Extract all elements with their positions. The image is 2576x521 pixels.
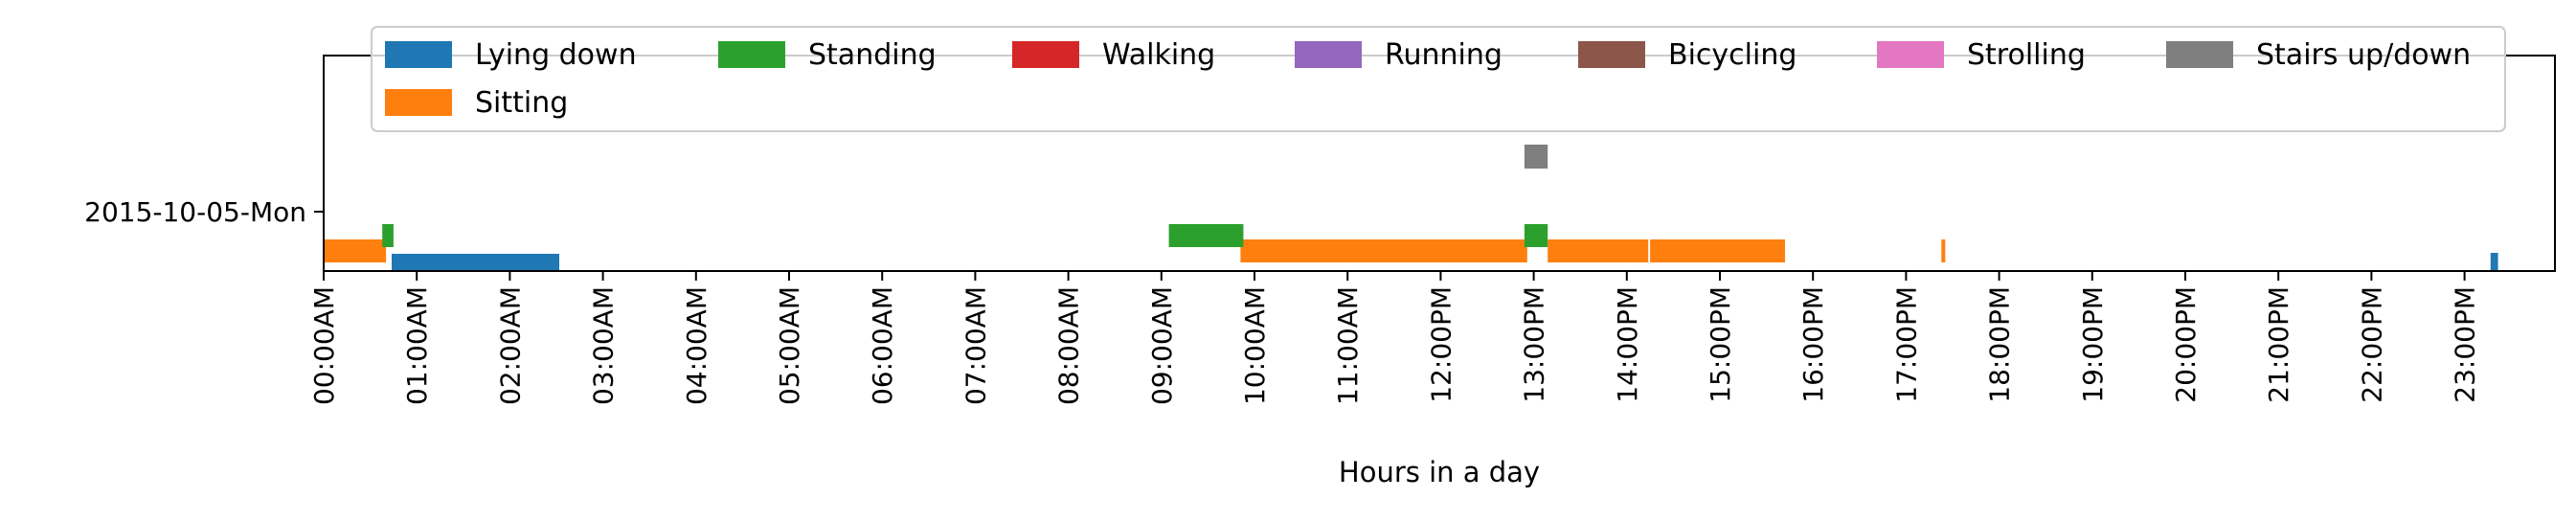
bar-standing-1 xyxy=(1168,224,1244,247)
bar-sitting-1 xyxy=(1240,239,1527,262)
x-tick-label: 01:00AM xyxy=(401,286,433,405)
bars-layer xyxy=(324,145,2498,271)
x-tick-label: 13:00PM xyxy=(1519,286,1550,403)
legend: Lying down Standing Walking Running Bicyclin… xyxy=(371,26,2506,132)
legend-swatch-sitting xyxy=(385,89,452,116)
x-tick-label: 16:00PM xyxy=(1797,286,1829,403)
legend-swatch-bicycling xyxy=(1578,41,1645,68)
legend-swatch-standing xyxy=(718,41,785,68)
bar-sitting-3 xyxy=(1650,239,1785,262)
bar-standing-0 xyxy=(382,224,394,247)
legend-swatch-strolling xyxy=(1877,41,1944,68)
x-tick-label: 17:00PM xyxy=(1890,286,1922,403)
x-tick-label: 02:00AM xyxy=(494,286,526,405)
bar-stairs-up-down-0 xyxy=(1524,145,1548,169)
legend-label-bicycling: Bicycling xyxy=(1668,38,1796,72)
legend-swatch-running xyxy=(1295,41,1362,68)
bar-lying-down-1 xyxy=(2490,253,2498,271)
legend-label-standing: Standing xyxy=(808,38,937,72)
legend-label-running: Running xyxy=(1385,38,1503,72)
x-tick-label: 07:00AM xyxy=(960,286,991,405)
x-tick-label: 11:00AM xyxy=(1332,286,1364,405)
bar-standing-2 xyxy=(1524,224,1548,247)
x-tick-label: 20:00PM xyxy=(2170,286,2202,403)
legend-swatch-walking xyxy=(1012,41,1079,68)
y-tick-label: 2015-10-05-Mon xyxy=(84,196,306,228)
x-tick-label: 09:00AM xyxy=(1146,286,1178,405)
legend-label-stairs-up-down: Stairs up/down xyxy=(2256,38,2471,72)
x-tick-label: 22:00PM xyxy=(2356,286,2387,403)
y-axis: 2015-10-05-Mon xyxy=(84,196,324,228)
x-tick-label: 05:00AM xyxy=(774,286,805,405)
legend-label-sitting: Sitting xyxy=(475,86,568,120)
x-tick-label: 08:00AM xyxy=(1053,286,1085,405)
bar-sitting-2 xyxy=(1548,239,1649,262)
x-tick-label: 06:00AM xyxy=(867,286,898,405)
x-tick-label: 23:00PM xyxy=(2450,286,2481,403)
x-tick-label: 19:00PM xyxy=(2077,286,2109,403)
x-tick-label: 14:00PM xyxy=(1612,286,1643,403)
legend-label-strolling: Strolling xyxy=(1967,38,2086,72)
x-tick-label: 18:00PM xyxy=(1984,286,2016,403)
x-tick-label: 00:00AM xyxy=(308,286,340,405)
legend-label-lying-down: Lying down xyxy=(475,38,637,72)
bar-sitting-4 xyxy=(1941,239,1946,262)
bar-sitting-0 xyxy=(324,239,387,262)
x-axis: 00:00AM 01:00AM 02:00AM 03:00AM 04:00AM 05:00… xyxy=(308,271,2481,405)
legend-swatch-lying-down xyxy=(385,41,452,68)
x-tick-label: 15:00PM xyxy=(1705,286,1736,403)
legend-label-walking: Walking xyxy=(1102,38,1215,72)
x-tick-label: 04:00AM xyxy=(681,286,712,405)
x-tick-label: 10:00AM xyxy=(1239,286,1271,405)
legend-box xyxy=(371,26,2506,132)
bar-lying-down-0 xyxy=(392,254,559,271)
x-axis-label: Hours in a day xyxy=(1339,456,1540,488)
x-tick-label: 12:00PM xyxy=(1425,286,1457,403)
legend-swatch-stairs-up-down xyxy=(2166,41,2233,68)
x-tick-label: 03:00AM xyxy=(588,286,620,405)
x-tick-label: 21:00PM xyxy=(2263,286,2294,403)
